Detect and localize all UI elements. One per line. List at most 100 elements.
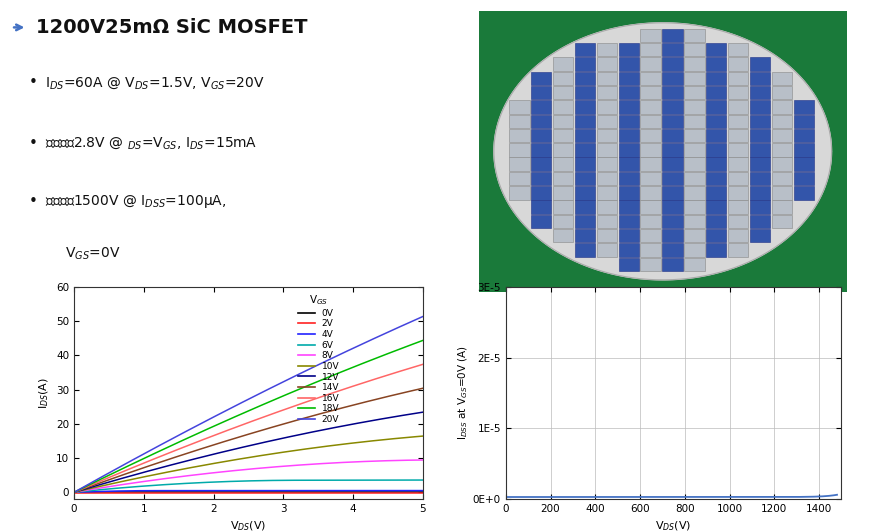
Bar xyxy=(750,200,770,214)
Bar xyxy=(618,143,639,157)
Bar xyxy=(553,186,573,200)
Bar xyxy=(685,158,705,171)
Bar xyxy=(728,186,748,200)
Bar xyxy=(663,129,683,142)
Text: 1200V25mΩ SiC MOSFET: 1200V25mΩ SiC MOSFET xyxy=(36,18,307,37)
16V xyxy=(159,452,169,458)
Bar xyxy=(685,129,705,142)
Bar xyxy=(509,100,529,114)
0V xyxy=(131,489,141,495)
0V xyxy=(418,489,428,495)
Bar xyxy=(640,229,661,243)
14V xyxy=(418,385,428,391)
Bar xyxy=(640,86,661,99)
Bar xyxy=(618,172,639,185)
10V xyxy=(159,469,169,476)
8V xyxy=(302,461,312,468)
14V xyxy=(275,422,285,429)
Bar xyxy=(685,29,705,42)
Bar xyxy=(640,143,661,157)
20V xyxy=(131,455,141,461)
Bar xyxy=(531,186,551,200)
Bar xyxy=(663,43,683,56)
Bar xyxy=(575,215,596,228)
Bar xyxy=(750,115,770,128)
12V xyxy=(302,430,312,436)
4V xyxy=(159,487,169,494)
Bar xyxy=(706,100,726,114)
20V xyxy=(275,380,285,387)
Bar xyxy=(553,172,573,185)
Text: •: • xyxy=(28,194,37,209)
Bar xyxy=(618,215,639,228)
Bar xyxy=(685,186,705,200)
Bar xyxy=(750,229,770,243)
Bar xyxy=(596,86,617,99)
Bar xyxy=(685,86,705,99)
Bar xyxy=(706,215,726,228)
Bar xyxy=(772,143,792,157)
4V xyxy=(331,487,342,494)
Line: 4V: 4V xyxy=(74,491,423,492)
Bar xyxy=(728,172,748,185)
12V xyxy=(69,489,79,495)
Bar xyxy=(728,143,748,157)
12V xyxy=(331,424,342,430)
Line: 12V: 12V xyxy=(74,412,423,492)
10V xyxy=(302,446,312,452)
4V xyxy=(302,487,312,494)
Bar xyxy=(575,158,596,171)
18V xyxy=(227,415,237,421)
Text: 阈値电压2.8V @ $_{DS}$=V$_{GS}$, I$_{DS}$=15mA: 阈値电压2.8V @ $_{DS}$=V$_{GS}$, I$_{DS}$=15… xyxy=(45,135,257,151)
Bar xyxy=(772,100,792,114)
Bar xyxy=(794,158,814,171)
Bar xyxy=(553,100,573,114)
Bar xyxy=(640,43,661,56)
Bar xyxy=(596,158,617,171)
Bar xyxy=(728,86,748,99)
Line: 18V: 18V xyxy=(74,340,423,492)
Bar xyxy=(596,200,617,214)
Bar xyxy=(509,158,529,171)
Bar xyxy=(618,57,639,71)
Bar xyxy=(553,215,573,228)
Bar xyxy=(575,115,596,128)
Text: •: • xyxy=(28,75,37,90)
10V xyxy=(227,457,237,464)
Bar xyxy=(575,186,596,200)
Bar xyxy=(772,215,792,228)
Bar xyxy=(706,115,726,128)
Bar xyxy=(728,229,748,243)
Bar xyxy=(706,186,726,200)
Bar xyxy=(663,72,683,85)
Bar xyxy=(663,258,683,271)
8V xyxy=(331,459,342,466)
8V xyxy=(418,457,428,463)
Bar xyxy=(750,86,770,99)
20V xyxy=(227,405,237,411)
Y-axis label: I$_{DS}$(A): I$_{DS}$(A) xyxy=(37,377,51,409)
14V xyxy=(131,467,141,474)
Bar xyxy=(706,57,726,71)
6V xyxy=(131,484,141,490)
16V xyxy=(227,425,237,432)
Bar xyxy=(772,186,792,200)
16V xyxy=(418,361,428,367)
Bar xyxy=(794,129,814,142)
Bar xyxy=(685,258,705,271)
Bar xyxy=(663,100,683,114)
Bar xyxy=(706,172,726,185)
Line: 20V: 20V xyxy=(74,316,423,492)
Bar xyxy=(772,158,792,171)
Bar xyxy=(640,57,661,71)
Bar xyxy=(531,215,551,228)
Bar xyxy=(618,129,639,142)
Bar xyxy=(685,57,705,71)
18V xyxy=(331,371,342,377)
Bar xyxy=(640,115,661,128)
Bar xyxy=(575,43,596,56)
Bar xyxy=(728,43,748,56)
Bar xyxy=(575,72,596,85)
14V xyxy=(159,458,169,464)
Bar xyxy=(706,86,726,99)
